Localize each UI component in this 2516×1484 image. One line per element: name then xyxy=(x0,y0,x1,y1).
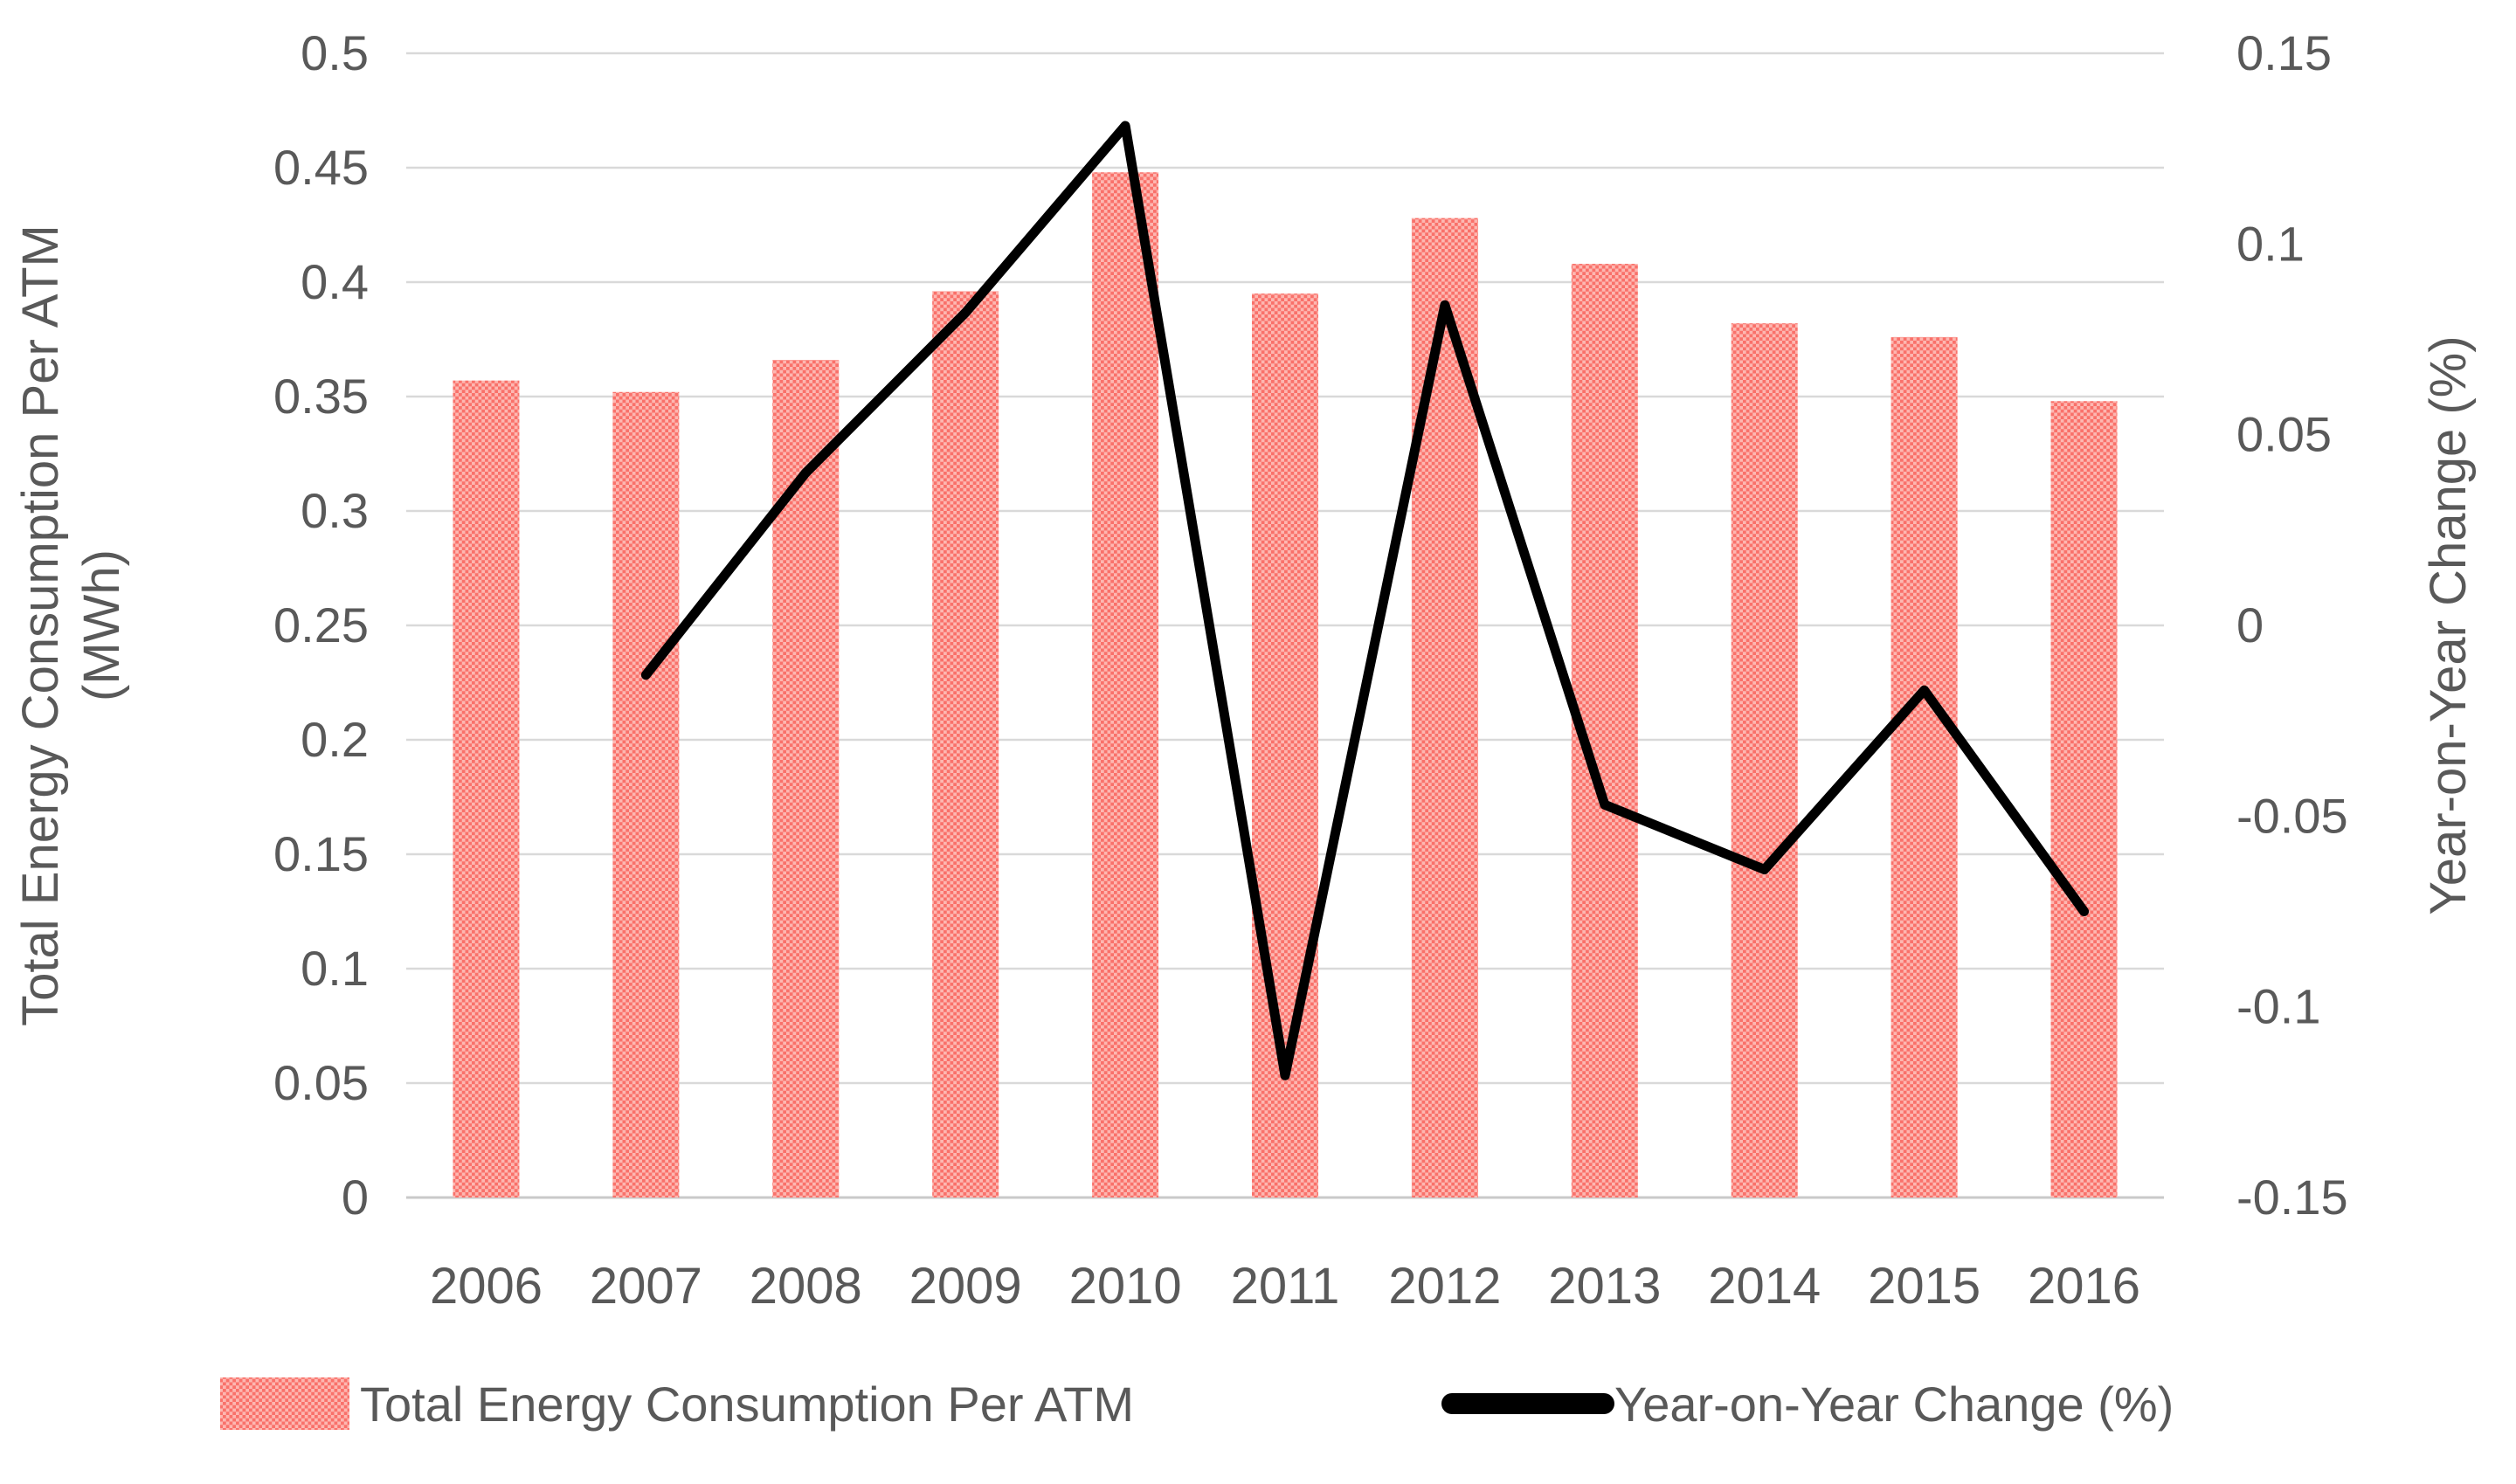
left-axis-tick-0.2: 0.2 xyxy=(301,712,369,767)
left-axis-tick-0.25: 0.25 xyxy=(273,597,369,652)
x-axis-label-2013: 2013 xyxy=(1548,1258,1661,1315)
x-axis-label-2010: 2010 xyxy=(1069,1258,1182,1315)
x-axis-label-2015: 2015 xyxy=(1868,1258,1980,1315)
right-axis-tick-0.15: 0.15 xyxy=(2236,25,2332,80)
legend-line-label: Year-on-Year Change (%) xyxy=(1614,1377,2174,1432)
bar-2009 xyxy=(932,291,999,1198)
x-axis-label-2011: 2011 xyxy=(1231,1258,1340,1315)
bar-2008 xyxy=(772,360,840,1198)
x-axis-label-2012: 2012 xyxy=(1388,1258,1501,1315)
x-axis-label-2008: 2008 xyxy=(750,1258,862,1315)
bar-2010 xyxy=(1092,172,1159,1198)
left-axis-tick-0.35: 0.35 xyxy=(273,369,369,424)
left-axis-title-line2: (MWh) xyxy=(73,549,130,701)
left-axis-tick-0.1: 0.1 xyxy=(301,941,369,996)
x-axis-labels: 2006 2007 2008 2009 2010 2011 2012 2013 2014 2015… xyxy=(430,1258,2140,1315)
right-axis-tick-0.1: 0.1 xyxy=(2236,216,2305,271)
bar-2014 xyxy=(1731,323,1798,1198)
right-axis-tick--0.15: -0.15 xyxy=(2236,1170,2348,1225)
yoy-line xyxy=(640,121,2090,1080)
x-axis-label-2006: 2006 xyxy=(430,1258,543,1315)
right-axis-title: Year-on-Year Change (%) xyxy=(2420,335,2477,915)
right-axis-ticks: 0.15 0.1 0.05 0 -0.05 -0.1 -0.15 xyxy=(2236,25,2348,1225)
right-axis-tick-0: 0 xyxy=(2236,597,2264,652)
left-axis-tick-0.15: 0.15 xyxy=(273,826,369,881)
right-axis-tick--0.05: -0.05 xyxy=(2236,788,2348,843)
left-axis-tick-0.4: 0.4 xyxy=(301,254,369,309)
x-axis-label-2016: 2016 xyxy=(2028,1258,2140,1315)
legend-bar-swatch xyxy=(220,1377,349,1430)
bar-2016 xyxy=(2050,401,2118,1198)
right-axis-tick--0.1: -0.1 xyxy=(2236,979,2321,1034)
left-axis-tick-0: 0 xyxy=(342,1170,369,1225)
legend-bar-label: Total Energy Consumption Per ATM xyxy=(360,1377,1134,1432)
left-axis-tick-0.5: 0.5 xyxy=(301,25,369,80)
left-axis-ticks: 0 0.05 0.1 0.15 0.2 0.25 0.3 0.35 0.4 0.45 0.5 xyxy=(273,25,369,1225)
left-axis-tick-0.3: 0.3 xyxy=(301,483,369,538)
x-axis-label-2007: 2007 xyxy=(590,1258,702,1315)
legend: Total Energy Consumption Per ATM Year-on… xyxy=(220,1377,2174,1432)
right-axis-tick-0.05: 0.05 xyxy=(2236,407,2332,462)
left-axis-tick-0.05: 0.05 xyxy=(273,1055,369,1110)
left-axis-title-line1: Total Energy Consumption Per ATM xyxy=(12,224,69,1026)
left-axis-tick-0.45: 0.45 xyxy=(273,140,369,195)
x-axis-label-2014: 2014 xyxy=(1708,1258,1821,1315)
bar-2015 xyxy=(1890,336,1958,1198)
bar-2007 xyxy=(612,391,680,1198)
bar-series xyxy=(453,172,2118,1198)
bar-2006 xyxy=(453,380,520,1198)
yoy-line-series xyxy=(640,121,2090,1080)
x-axis-label-2009: 2009 xyxy=(909,1258,1022,1315)
